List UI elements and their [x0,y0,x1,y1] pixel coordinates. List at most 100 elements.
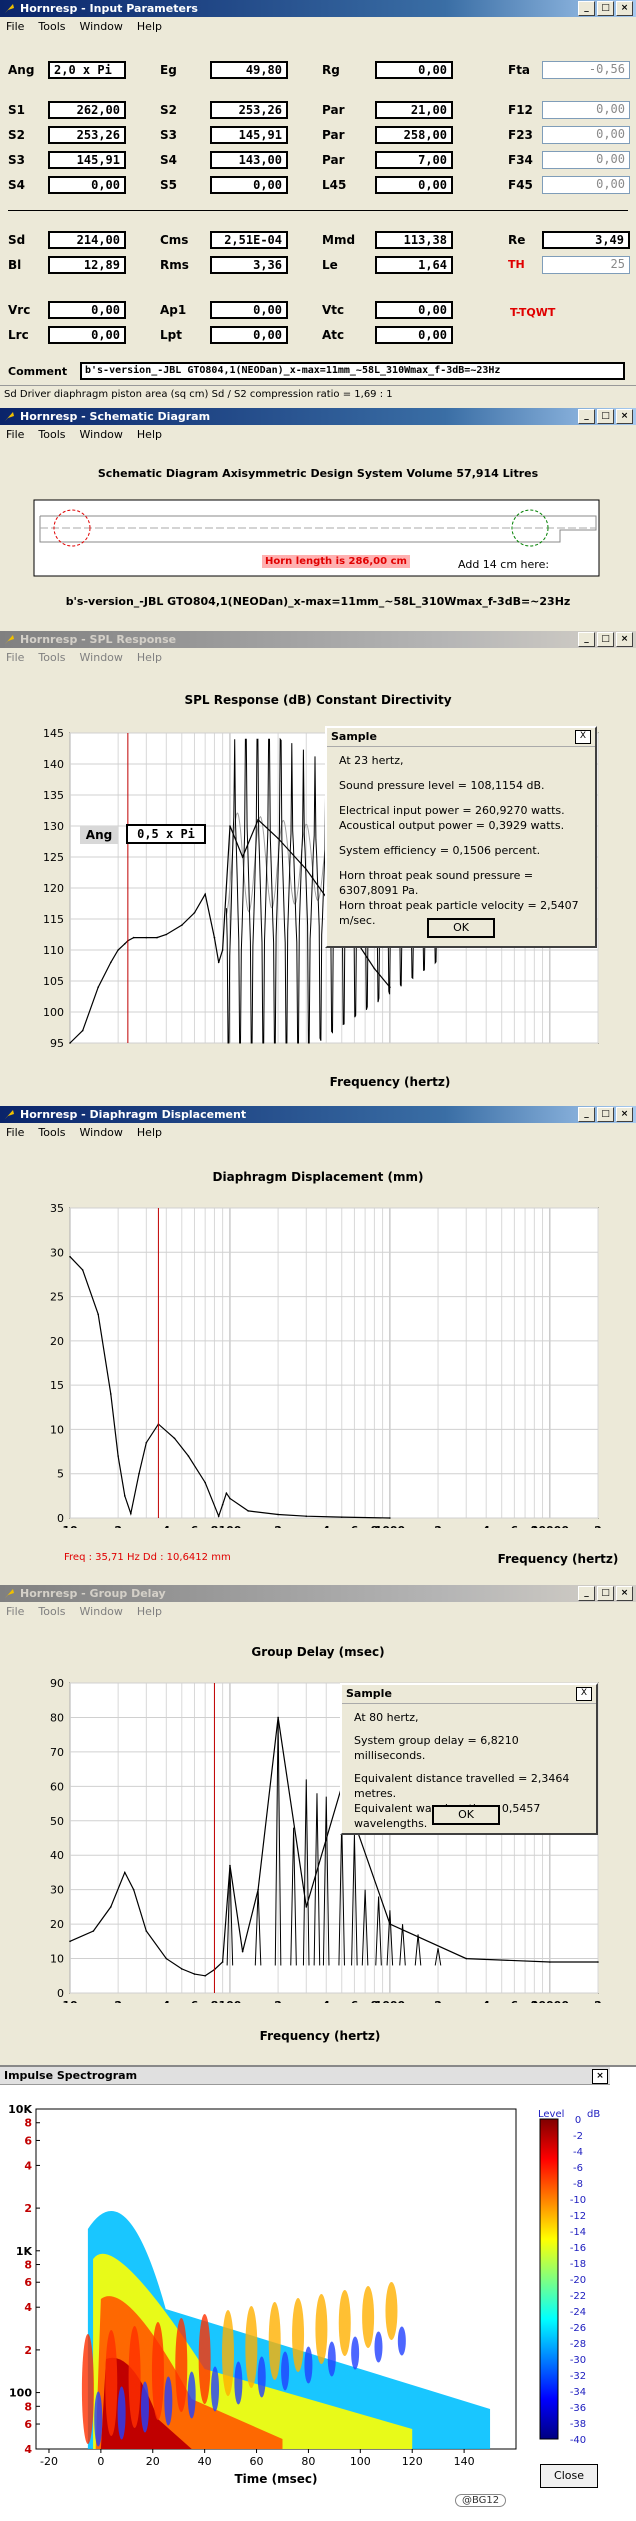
hornresp-app-icon [5,1589,14,1598]
param-input-s4[interactable]: 0,00 [48,176,126,194]
menu-help[interactable]: Help [136,428,162,441]
param-input-lrc[interactable]: 0,00 [48,326,126,344]
param-input-s3[interactable]: 145,91 [48,151,126,169]
param-input-s3[interactable]: 145,91 [210,126,288,144]
menu-window[interactable]: Window [79,20,123,33]
param-input-f23[interactable]: 0,00 [542,126,630,144]
param-input-le[interactable]: 1,64 [375,256,453,274]
param-input-fta[interactable]: -0,56 [542,61,630,79]
close-dialog-button[interactable]: Close [540,2464,598,2488]
param-input-mmd[interactable]: 113,38 [375,231,453,249]
param-input-bl[interactable]: 12,89 [48,256,126,274]
displacement-chart[interactable]: 0510152025303510246810024681000246810000… [0,1188,636,1528]
param-input-ap1[interactable]: 0,00 [210,301,288,319]
param-input-rg[interactable]: 0,00 [375,61,453,79]
minimize-button[interactable]: _ [578,632,595,647]
y-tick-label: 50 [50,1815,64,1828]
param-input-s2[interactable]: 253,26 [210,101,288,119]
param-input-ang[interactable]: 2,0 x Pi [48,61,126,79]
input-parameters-titlebar[interactable]: Hornresp - Input Parameters _ □ × [0,0,636,17]
spectrogram-titlebar[interactable]: Impulse Spectrogram × [0,2067,610,2085]
menu-help[interactable]: Help [136,1126,162,1139]
maximize-button[interactable]: □ [597,632,614,647]
dialog-line: System group delay = 6,8210 milliseconds… [354,1734,519,1762]
menu-tools[interactable]: Tools [38,428,66,441]
menu-file[interactable]: File [6,651,25,664]
maximize-button[interactable]: □ [597,1107,614,1122]
menu-tools[interactable]: Tools [38,651,66,664]
param-input-l45[interactable]: 0,00 [375,176,453,194]
y-tick-label: 4 [24,2301,32,2314]
group-delay-titlebar[interactable]: Hornresp - Group Delay _ □ × [0,1585,636,1602]
minimize-button[interactable]: _ [578,1107,595,1122]
param-input-th[interactable]: 25 [542,256,630,274]
data-point [373,967,376,970]
menu-tools[interactable]: Tools [38,20,66,33]
comment-input[interactable]: b's-version_-JBL GTO804,1(NEODan)_x-max=… [80,362,625,380]
param-input-atc[interactable]: 0,00 [375,326,453,344]
minimize-button[interactable]: _ [578,1586,595,1601]
menu-file[interactable]: File [6,428,25,441]
param-input-par[interactable]: 21,00 [375,101,453,119]
menu-tools[interactable]: Tools [38,1605,66,1618]
menu-help[interactable]: Help [136,1605,162,1618]
dialog-close-icon[interactable]: X [575,730,591,744]
param-input-cms[interactable]: 2,51E-04 [210,231,288,249]
schematic-titlebar[interactable]: Hornresp - Schematic Diagram _ □ × [0,408,636,425]
data-point [241,1950,244,1953]
menu-file[interactable]: File [6,1126,25,1139]
param-input-f12[interactable]: 0,00 [542,101,630,119]
delay-spike [414,1934,422,1966]
param-input-f45[interactable]: 0,00 [542,176,630,194]
param-input-s1[interactable]: 262,00 [48,101,126,119]
param-input-vrc[interactable]: 0,00 [48,301,126,319]
param-input-par[interactable]: 258,00 [375,126,453,144]
param-label: F45 [508,178,533,192]
param-input-re[interactable]: 3,49 [542,231,630,249]
x-tick-label: 8 [531,1524,539,1528]
menu-help[interactable]: Help [136,20,162,33]
menu-window[interactable]: Window [79,1126,123,1139]
param-input-par[interactable]: 7,00 [375,151,453,169]
close-button[interactable]: × [616,409,633,424]
displacement-titlebar[interactable]: Hornresp - Diaphragm Displacement _ □ × [0,1106,636,1123]
close-button[interactable]: × [616,632,633,647]
maximize-button[interactable]: □ [597,1,614,16]
dialog-close-icon[interactable]: X [576,1687,592,1701]
window-title: Hornresp - Schematic Diagram [20,410,211,423]
close-button[interactable]: × [592,2069,608,2084]
param-input-s4[interactable]: 143,00 [210,151,288,169]
menu-window[interactable]: Window [79,428,123,441]
spl-titlebar[interactable]: Hornresp - SPL Response _ □ × [0,631,636,648]
maximize-button[interactable]: □ [597,409,614,424]
menu-window[interactable]: Window [79,1605,123,1618]
colorbar-tick-label: -28 [570,2339,586,2350]
param-input-eg[interactable]: 49,80 [210,61,288,79]
menu-help[interactable]: Help [136,651,162,664]
menu-file[interactable]: File [6,20,25,33]
menu-file[interactable]: File [6,1605,25,1618]
param-input-f34[interactable]: 0,00 [542,151,630,169]
close-button[interactable]: × [616,1,633,16]
menu-tools[interactable]: Tools [38,1126,66,1139]
minimize-button[interactable]: _ [578,1,595,16]
dialog-ok-button[interactable]: OK [427,918,495,938]
param-input-vtc[interactable]: 0,00 [375,301,453,319]
ang-input[interactable]: 0,5 x Pi [126,824,206,844]
data-point [110,961,112,964]
menu-window[interactable]: Window [79,651,123,664]
param-input-s2[interactable]: 253,26 [48,126,126,144]
data-point [305,868,308,871]
param-input-rms[interactable]: 3,36 [210,256,288,274]
param-input-lpt[interactable]: 0,00 [210,326,288,344]
minimize-button[interactable]: _ [578,409,595,424]
maximize-button[interactable]: □ [597,1586,614,1601]
param-input-sd[interactable]: 214,00 [48,231,126,249]
close-button[interactable]: × [616,1107,633,1122]
param-input-s5[interactable]: 0,00 [210,176,288,194]
data-point [340,1516,343,1518]
close-button[interactable]: × [616,1586,633,1601]
param-label: Lrc [8,328,29,342]
dialog-ok-button[interactable]: OK [432,1805,500,1825]
